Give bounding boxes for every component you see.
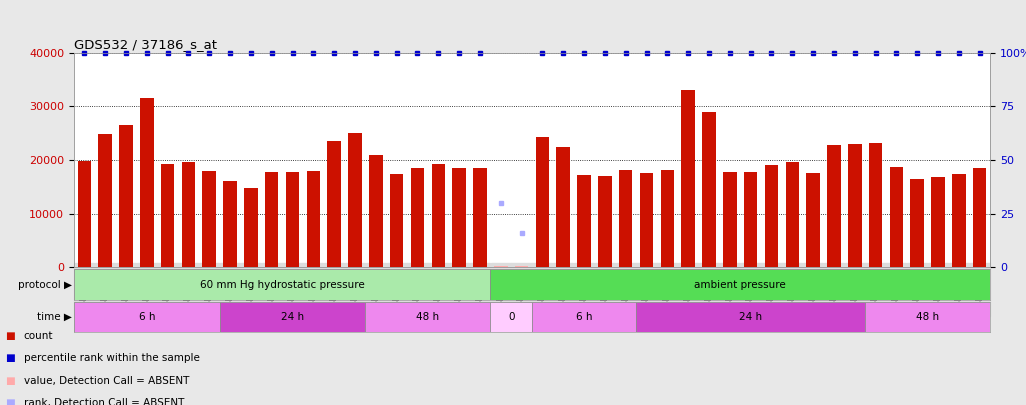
Bar (847, 144, 862, 267)
Bar (636, 302, 865, 332)
Bar (410, 168, 424, 267)
Bar (432, 164, 445, 267)
Bar (78, 161, 91, 267)
Bar (327, 141, 341, 267)
Bar (910, 179, 924, 267)
Text: ■: ■ (5, 376, 15, 386)
Bar (119, 125, 132, 267)
Bar (619, 170, 632, 267)
Bar (536, 137, 549, 267)
Text: 24 h: 24 h (739, 312, 762, 322)
Text: ■: ■ (5, 398, 15, 405)
Bar (390, 175, 403, 267)
Bar (932, 177, 945, 267)
Bar (973, 168, 986, 267)
Bar (744, 172, 757, 267)
Bar (494, 266, 508, 267)
Text: ■: ■ (5, 331, 15, 341)
Bar (661, 170, 674, 267)
Bar (806, 173, 820, 267)
Bar (764, 165, 778, 267)
Text: value, Detection Call = ABSENT: value, Detection Call = ABSENT (24, 376, 189, 386)
Text: 6 h: 6 h (139, 312, 155, 322)
Text: 60 mm Hg hydrostatic pressure: 60 mm Hg hydrostatic pressure (200, 279, 364, 290)
Bar (244, 188, 258, 267)
Text: percentile rank within the sample: percentile rank within the sample (24, 354, 199, 363)
Bar (140, 98, 154, 267)
Bar (578, 175, 591, 267)
Bar (74, 269, 490, 300)
Bar (220, 302, 365, 332)
Bar (490, 269, 990, 300)
Text: 0: 0 (508, 312, 514, 322)
Text: count: count (24, 331, 53, 341)
Text: protocol ▶: protocol ▶ (17, 279, 72, 290)
Bar (681, 90, 695, 267)
Bar (890, 167, 903, 267)
Bar (865, 302, 990, 332)
Bar (531, 302, 636, 332)
Text: GDS532 / 37186_s_at: GDS532 / 37186_s_at (74, 38, 216, 51)
Bar (74, 302, 220, 332)
Bar (265, 172, 278, 267)
Bar (307, 171, 320, 267)
Bar (202, 171, 216, 267)
Bar (598, 175, 611, 267)
Bar (827, 145, 840, 267)
Bar (452, 168, 466, 267)
Bar (365, 302, 490, 332)
Text: ambient pressure: ambient pressure (695, 279, 786, 290)
Bar (286, 172, 300, 267)
Bar (723, 172, 737, 267)
Bar (702, 112, 716, 267)
Text: time ▶: time ▶ (37, 312, 72, 322)
Bar (786, 162, 799, 267)
Bar (161, 164, 174, 267)
Text: 48 h: 48 h (916, 312, 939, 322)
Bar (224, 181, 237, 267)
Text: ■: ■ (5, 354, 15, 363)
Text: 24 h: 24 h (281, 312, 304, 322)
Bar (556, 147, 570, 267)
Bar (640, 173, 654, 267)
Bar (348, 133, 362, 267)
Text: 6 h: 6 h (576, 312, 592, 322)
Bar (473, 168, 486, 267)
Text: 48 h: 48 h (417, 312, 439, 322)
Bar (369, 155, 383, 267)
Bar (490, 302, 531, 332)
Bar (98, 134, 112, 267)
Bar (952, 175, 965, 267)
Text: rank, Detection Call = ABSENT: rank, Detection Call = ABSENT (24, 398, 184, 405)
Bar (182, 162, 195, 267)
Bar (869, 143, 882, 267)
Bar (515, 266, 528, 267)
